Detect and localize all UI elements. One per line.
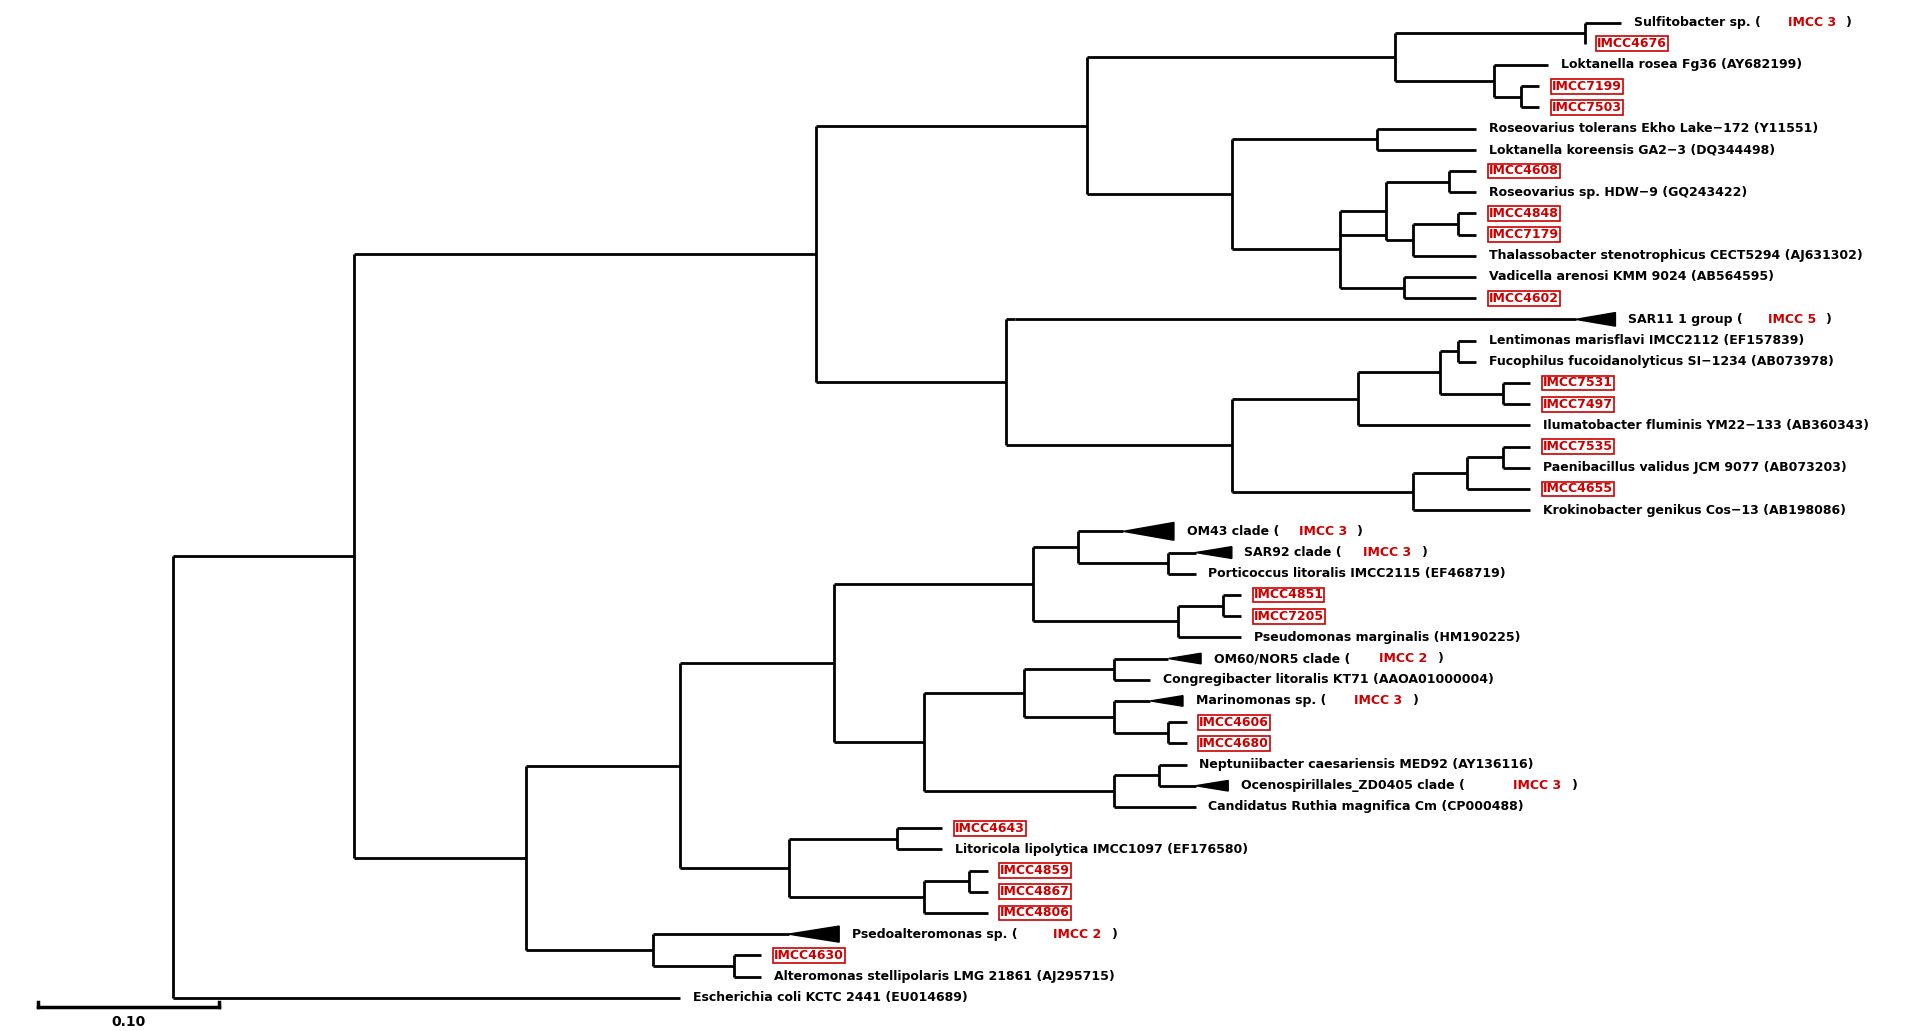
Text: OM43 clade (: OM43 clade ( [1187, 525, 1279, 538]
Text: Psedoalteromonas sp. (: Psedoalteromonas sp. ( [851, 928, 1018, 940]
Text: IMCC4643: IMCC4643 [955, 822, 1026, 835]
Polygon shape [1124, 523, 1174, 540]
Text: Vadicella arenosi KMM 9024 (AB564595): Vadicella arenosi KMM 9024 (AB564595) [1489, 270, 1773, 284]
Text: IMCC 3: IMCC 3 [1788, 16, 1836, 29]
Text: IMCC4608: IMCC4608 [1489, 165, 1558, 177]
Text: Marinomonas sp. (: Marinomonas sp. ( [1195, 695, 1325, 707]
Text: Roseovarius tolerans Ekho Lake−172 (Y11551): Roseovarius tolerans Ekho Lake−172 (Y115… [1489, 122, 1817, 135]
Text: Porticoccus litoralis IMCC2115 (EF468719): Porticoccus litoralis IMCC2115 (EF468719… [1208, 567, 1506, 580]
Text: IMCC4676: IMCC4676 [1598, 37, 1667, 51]
Text: IMCC 3: IMCC 3 [1299, 525, 1347, 538]
Text: Loktanella koreensis GA2−3 (DQ344498): Loktanella koreensis GA2−3 (DQ344498) [1489, 143, 1775, 157]
Text: IMCC 2: IMCC 2 [1053, 928, 1101, 940]
Text: Thalassobacter stenotrophicus CECT5294 (AJ631302): Thalassobacter stenotrophicus CECT5294 (… [1489, 250, 1863, 262]
Polygon shape [1151, 696, 1183, 706]
Text: IMCC4848: IMCC4848 [1489, 207, 1558, 220]
Polygon shape [788, 926, 839, 942]
Text: ): ) [1439, 652, 1445, 665]
Text: Lentimonas marisflavi IMCC2112 (EF157839): Lentimonas marisflavi IMCC2112 (EF157839… [1489, 334, 1804, 347]
Text: ): ) [1846, 16, 1852, 29]
Text: IMCC 3: IMCC 3 [1364, 546, 1412, 559]
Text: SAR92 clade (: SAR92 clade ( [1245, 546, 1343, 559]
Text: 0.10: 0.10 [111, 1015, 146, 1029]
Text: Ilumatobacter fluminis YM22−133 (AB360343): Ilumatobacter fluminis YM22−133 (AB36034… [1543, 419, 1869, 432]
Text: Congregibacter litoralis KT71 (AAOA01000004): Congregibacter litoralis KT71 (AAOA01000… [1162, 673, 1495, 687]
Text: Fucophilus fucoidanolyticus SI−1234 (AB073978): Fucophilus fucoidanolyticus SI−1234 (AB0… [1489, 356, 1835, 368]
Polygon shape [1168, 654, 1201, 664]
Text: ): ) [1412, 695, 1418, 707]
Polygon shape [1575, 312, 1616, 326]
Text: OM60/NOR5 clade (: OM60/NOR5 clade ( [1214, 652, 1350, 665]
Text: IMCC4630: IMCC4630 [774, 949, 843, 962]
Text: Alteromonas stellipolaris LMG 21861 (AJ295715): Alteromonas stellipolaris LMG 21861 (AJ2… [774, 970, 1114, 983]
Text: IMCC 2: IMCC 2 [1379, 652, 1427, 665]
Polygon shape [1195, 546, 1231, 559]
Text: IMCC4867: IMCC4867 [1001, 886, 1070, 898]
Text: IMCC4851: IMCC4851 [1254, 589, 1324, 601]
Text: Krokinobacter genikus Cos−13 (AB198086): Krokinobacter genikus Cos−13 (AB198086) [1543, 504, 1846, 517]
Text: Paenibacillus validus JCM 9077 (AB073203): Paenibacillus validus JCM 9077 (AB073203… [1543, 461, 1846, 474]
Text: IMCC 3: IMCC 3 [1514, 779, 1562, 792]
Text: SAR11 1 group (: SAR11 1 group ( [1629, 312, 1742, 326]
Text: IMCC7531: IMCC7531 [1543, 376, 1614, 390]
Text: IMCC4859: IMCC4859 [1001, 864, 1070, 877]
Text: Neptuniibacter caesariensis MED92 (AY136116): Neptuniibacter caesariensis MED92 (AY136… [1199, 758, 1533, 771]
Text: ): ) [1827, 312, 1833, 326]
Text: Ocenospirillales_ZD0405 clade (: Ocenospirillales_ZD0405 clade ( [1241, 779, 1464, 792]
Text: ): ) [1112, 928, 1118, 940]
Text: IMCC4606: IMCC4606 [1199, 716, 1270, 729]
Text: ): ) [1422, 546, 1427, 559]
Text: IMCC7497: IMCC7497 [1543, 398, 1614, 410]
Text: IMCC4655: IMCC4655 [1543, 483, 1614, 496]
Text: ): ) [1571, 779, 1577, 792]
Text: IMCC4602: IMCC4602 [1489, 292, 1558, 305]
Text: IMCC7205: IMCC7205 [1254, 609, 1324, 623]
Text: ): ) [1358, 525, 1364, 538]
Text: IMCC4680: IMCC4680 [1199, 737, 1270, 750]
Text: IMCC 5: IMCC 5 [1767, 312, 1815, 326]
Text: Roseovarius sp. HDW−9 (GQ243422): Roseovarius sp. HDW−9 (GQ243422) [1489, 186, 1746, 199]
Text: IMCC4806: IMCC4806 [1001, 906, 1070, 920]
Text: IMCC 3: IMCC 3 [1354, 695, 1402, 707]
Text: IMCC7179: IMCC7179 [1489, 228, 1558, 241]
Text: Sulfitobacter sp. (: Sulfitobacter sp. ( [1633, 16, 1760, 29]
Text: IMCC7535: IMCC7535 [1543, 440, 1614, 453]
Text: IMCC7503: IMCC7503 [1552, 101, 1621, 113]
Text: Litoricola lipolytica IMCC1097 (EF176580): Litoricola lipolytica IMCC1097 (EF176580… [955, 842, 1249, 856]
Polygon shape [1195, 780, 1228, 791]
Text: Escherichia coli KCTC 2441 (EU014689): Escherichia coli KCTC 2441 (EU014689) [693, 991, 968, 1004]
Text: Candidatus Ruthia magnifica Cm (CP000488): Candidatus Ruthia magnifica Cm (CP000488… [1208, 800, 1523, 813]
Text: Pseudomonas marginalis (HM190225): Pseudomonas marginalis (HM190225) [1254, 631, 1520, 643]
Text: IMCC7199: IMCC7199 [1552, 79, 1621, 93]
Text: Loktanella rosea Fg36 (AY682199): Loktanella rosea Fg36 (AY682199) [1562, 59, 1802, 71]
